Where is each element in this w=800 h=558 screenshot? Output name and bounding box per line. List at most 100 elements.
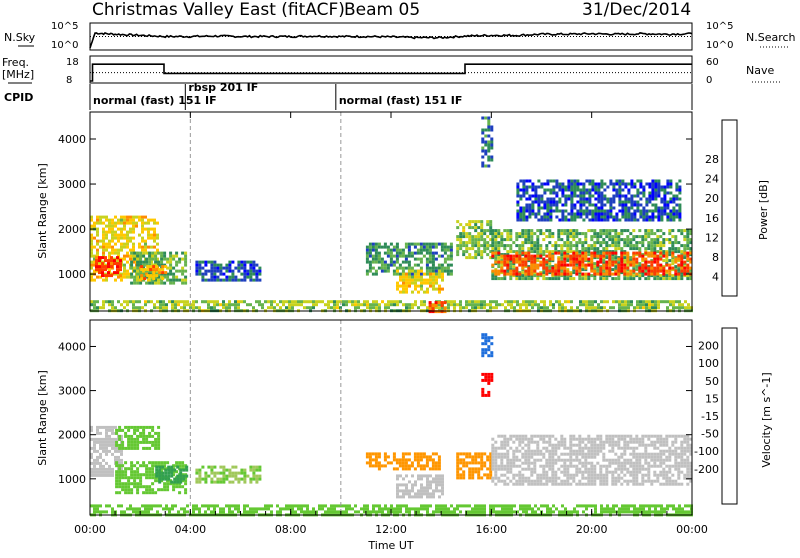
data-cell	[539, 465, 542, 468]
data-cell	[163, 461, 166, 464]
data-cell	[378, 306, 381, 309]
data-cell	[593, 241, 596, 244]
data-cell	[671, 474, 674, 477]
data-cell	[650, 244, 653, 247]
data-cell	[644, 435, 647, 438]
data-cell	[642, 216, 645, 219]
data-cell	[480, 458, 483, 461]
data-cell	[584, 453, 587, 456]
data-cell	[181, 273, 184, 276]
data-cell	[623, 441, 626, 444]
data-cell	[372, 458, 375, 461]
data-cell	[185, 475, 188, 478]
data-cell	[551, 465, 554, 468]
data-cell	[426, 291, 429, 294]
data-cell	[136, 447, 139, 450]
data-cell	[126, 261, 129, 264]
data-cell	[572, 258, 575, 261]
data-cell	[426, 273, 429, 276]
data-cell	[644, 238, 647, 241]
data-cell	[240, 469, 243, 472]
data-cell	[599, 273, 602, 276]
data-cell	[113, 271, 116, 274]
data-cell	[654, 186, 657, 189]
data-cell	[579, 204, 582, 207]
data-cell	[614, 238, 617, 241]
data-cell	[572, 261, 575, 264]
data-cell	[429, 458, 432, 461]
data-cell	[588, 213, 591, 216]
data-cell	[96, 468, 99, 471]
data-cell	[506, 459, 509, 462]
data-cell	[438, 458, 441, 461]
data-cell	[162, 300, 165, 303]
data-cell	[108, 300, 111, 303]
data-cell	[536, 267, 539, 270]
data-cell	[423, 455, 426, 458]
data-cell	[537, 198, 540, 201]
data-cell	[258, 475, 261, 478]
data-cell	[420, 489, 423, 492]
data-cell	[515, 456, 518, 459]
data-cell	[662, 232, 665, 235]
data-cell	[387, 461, 390, 464]
data-cell	[258, 300, 261, 303]
data-cell	[576, 189, 579, 192]
data-cell	[525, 186, 528, 189]
data-cell	[662, 438, 665, 441]
data-cell	[375, 306, 378, 309]
data-cell	[429, 270, 432, 273]
data-cell	[506, 273, 509, 276]
data-cell	[605, 241, 608, 244]
data-cell	[639, 192, 642, 195]
data-cell	[93, 279, 96, 282]
data-cell	[641, 241, 644, 244]
data-cell	[662, 259, 665, 262]
data-cell	[170, 475, 173, 478]
data-cell	[312, 306, 315, 309]
data-cell	[483, 461, 486, 464]
data-cell	[536, 435, 539, 438]
data-cell	[593, 235, 596, 238]
data-cell	[591, 195, 594, 198]
data-cell	[554, 471, 557, 474]
data-cell	[152, 271, 155, 274]
data-cell	[633, 183, 636, 186]
data-cell	[402, 273, 405, 276]
data-cell	[93, 438, 96, 441]
data-cell	[617, 468, 620, 471]
data-cell	[527, 480, 530, 483]
data-cell	[124, 467, 127, 470]
data-cell	[156, 249, 159, 252]
data-cell	[542, 261, 545, 264]
data-cell	[108, 465, 111, 468]
data-cell	[98, 268, 101, 271]
data-cell	[132, 216, 135, 219]
data-cell	[542, 435, 545, 438]
data-cell	[402, 288, 405, 291]
data-cell	[566, 447, 569, 450]
data-cell	[641, 468, 644, 471]
data-cell	[111, 228, 114, 231]
data-cell	[477, 461, 480, 464]
data-cell	[578, 438, 581, 441]
data-cell	[157, 447, 160, 450]
data-cell	[561, 216, 564, 219]
data-cell	[597, 201, 600, 204]
data-cell	[402, 458, 405, 461]
data-cell	[369, 461, 372, 464]
data-cell	[636, 219, 639, 222]
data-cell	[581, 438, 584, 441]
data-cell	[651, 183, 654, 186]
data-cell	[686, 474, 689, 477]
data-cell	[126, 222, 129, 225]
data-cell	[490, 156, 493, 159]
data-cell	[509, 232, 512, 235]
data-cell	[597, 183, 600, 186]
data-cell	[653, 453, 656, 456]
data-cell	[459, 461, 462, 464]
data-cell	[393, 249, 396, 252]
data-cell	[161, 268, 164, 271]
data-cell	[584, 232, 587, 235]
data-cell	[594, 300, 597, 303]
